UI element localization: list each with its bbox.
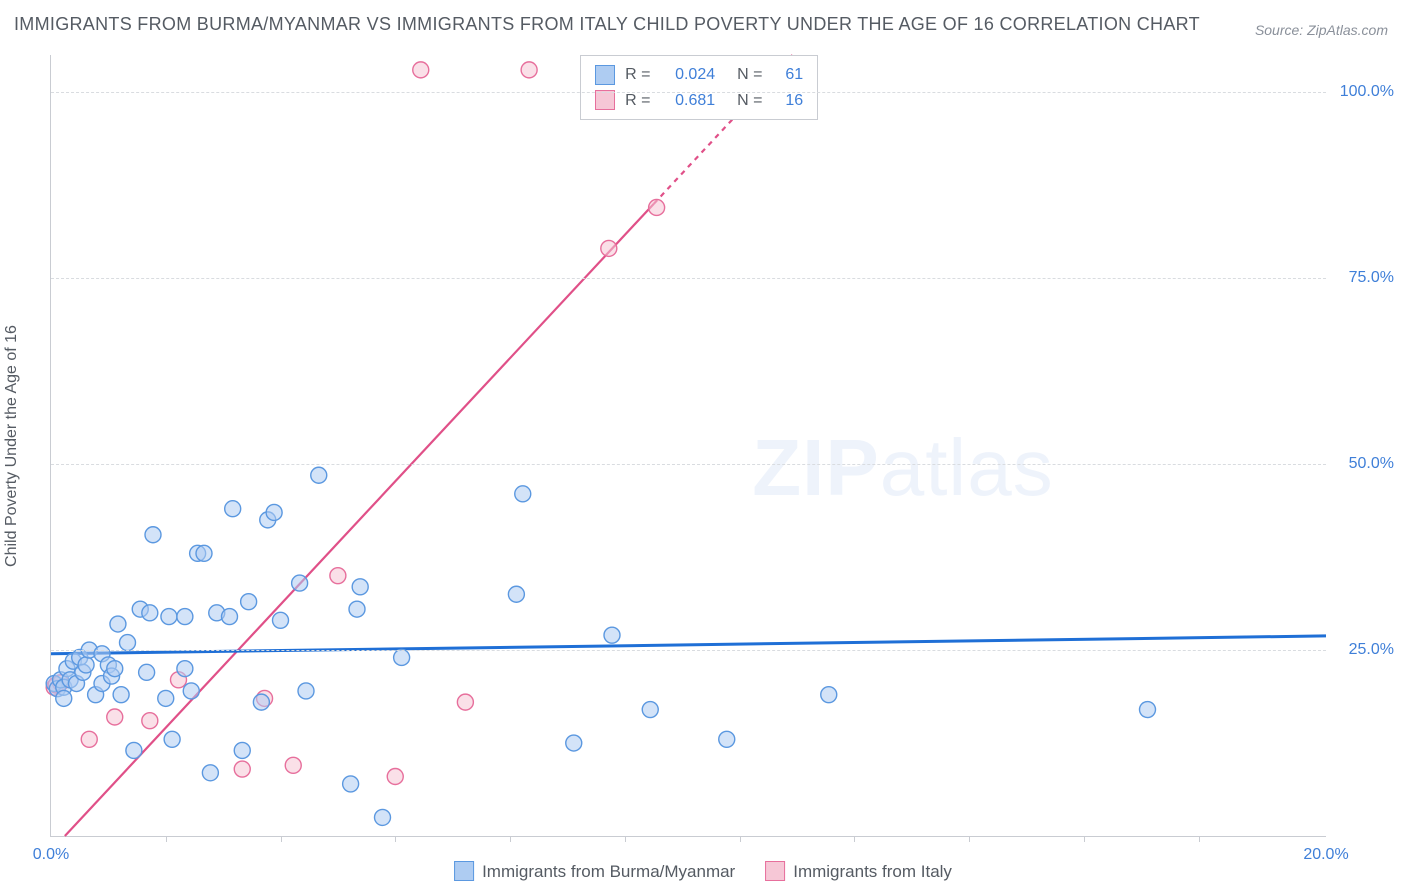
data-point: [56, 690, 72, 706]
data-point: [343, 776, 359, 792]
y-tick-label: 100.0%: [1334, 83, 1394, 101]
data-point: [642, 702, 658, 718]
data-point: [196, 545, 212, 561]
data-point: [719, 731, 735, 747]
data-point: [292, 575, 308, 591]
data-point: [352, 579, 368, 595]
data-point: [515, 486, 531, 502]
r-value-a: 0.024: [665, 62, 715, 88]
x-tick-label: 20.0%: [1303, 846, 1348, 864]
data-point: [387, 768, 403, 784]
data-point: [107, 709, 123, 725]
x-tick: [281, 836, 282, 842]
legend-label-a: Immigrants from Burma/Myanmar: [482, 862, 735, 881]
gridline: [51, 92, 1326, 93]
data-point: [298, 683, 314, 699]
data-point: [649, 199, 665, 215]
data-point: [821, 687, 837, 703]
x-tick: [1199, 836, 1200, 842]
data-point: [234, 761, 250, 777]
chart-title: IMMIGRANTS FROM BURMA/MYANMAR VS IMMIGRA…: [14, 14, 1200, 35]
data-point: [349, 601, 365, 617]
y-tick-label: 75.0%: [1334, 269, 1394, 287]
plot-svg: [51, 55, 1326, 836]
data-point: [273, 612, 289, 628]
data-point: [330, 568, 346, 584]
legend-item-b: Immigrants from Italy: [765, 861, 952, 882]
gridline: [51, 464, 1326, 465]
x-tick: [969, 836, 970, 842]
y-axis-label: Child Poverty Under the Age of 16: [3, 325, 21, 567]
stats-legend: R = 0.024 N = 61 R = 0.681 N = 16: [580, 55, 818, 120]
data-point: [126, 742, 142, 758]
data-point: [241, 594, 257, 610]
data-point: [202, 765, 218, 781]
data-point: [234, 742, 250, 758]
swatch-a-icon: [454, 861, 474, 881]
data-point: [158, 690, 174, 706]
n-label: N =: [737, 62, 767, 88]
x-tick: [1084, 836, 1085, 842]
y-tick-label: 25.0%: [1334, 641, 1394, 659]
source-attribution: Source: ZipAtlas.com: [1255, 22, 1388, 38]
x-tick-label: 0.0%: [33, 846, 69, 864]
data-point: [266, 504, 282, 520]
data-point: [177, 661, 193, 677]
swatch-a-icon: [595, 65, 615, 85]
y-tick-label: 50.0%: [1334, 455, 1394, 473]
data-point: [139, 664, 155, 680]
data-point: [142, 605, 158, 621]
series-legend: Immigrants from Burma/Myanmar Immigrants…: [454, 861, 952, 882]
data-point: [145, 527, 161, 543]
n-value-a: 61: [777, 62, 803, 88]
gridline: [51, 650, 1326, 651]
data-point: [601, 240, 617, 256]
gridline: [51, 278, 1326, 279]
data-point: [222, 609, 238, 625]
data-point: [521, 62, 537, 78]
data-point: [394, 649, 410, 665]
data-point: [457, 694, 473, 710]
data-point: [183, 683, 199, 699]
swatch-b-icon: [595, 90, 615, 110]
data-point: [1140, 702, 1156, 718]
data-point: [604, 627, 620, 643]
data-point: [164, 731, 180, 747]
data-point: [253, 694, 269, 710]
x-tick: [510, 836, 511, 842]
x-tick: [395, 836, 396, 842]
x-tick: [854, 836, 855, 842]
data-point: [113, 687, 129, 703]
legend-item-a: Immigrants from Burma/Myanmar: [454, 861, 735, 882]
data-point: [311, 467, 327, 483]
data-point: [177, 609, 193, 625]
data-point: [566, 735, 582, 751]
data-point: [110, 616, 126, 632]
swatch-b-icon: [765, 861, 785, 881]
data-point: [161, 609, 177, 625]
plot-area: ZIPatlas R = 0.024 N = 61 R = 0.681 N = …: [50, 55, 1326, 837]
data-point: [78, 657, 94, 673]
x-tick: [625, 836, 626, 842]
data-point: [81, 731, 97, 747]
stats-row-a: R = 0.024 N = 61: [595, 62, 803, 88]
data-point: [413, 62, 429, 78]
r-label: R =: [625, 62, 655, 88]
legend-label-b: Immigrants from Italy: [793, 862, 952, 881]
data-point: [375, 809, 391, 825]
data-point: [120, 635, 136, 651]
data-point: [508, 586, 524, 602]
data-point: [225, 501, 241, 517]
x-tick: [740, 836, 741, 842]
data-point: [107, 661, 123, 677]
data-point: [142, 713, 158, 729]
data-point: [285, 757, 301, 773]
x-tick: [166, 836, 167, 842]
